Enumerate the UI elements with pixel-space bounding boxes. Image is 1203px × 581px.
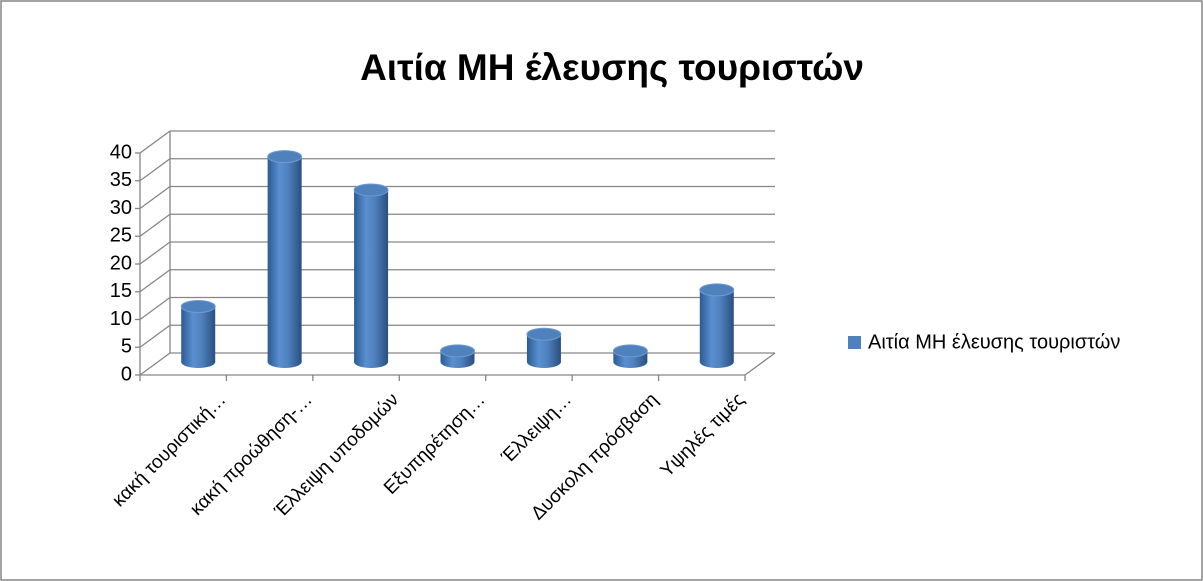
grid-line-side xyxy=(139,241,171,265)
cylinder xyxy=(180,300,216,368)
cylinder xyxy=(526,327,562,368)
y-tick-label: 20 xyxy=(110,252,132,274)
grid-line-side xyxy=(139,158,171,182)
y-tick-label: 0 xyxy=(121,363,132,385)
cylinder-top xyxy=(699,283,735,297)
cylinder-top xyxy=(440,344,475,358)
grid-line-side xyxy=(139,269,171,293)
cylinder xyxy=(699,283,735,368)
cylinder-body xyxy=(354,189,389,362)
cylinder-top xyxy=(180,300,216,313)
cylinder xyxy=(353,183,389,368)
grid-line-side xyxy=(139,352,171,376)
y-tick-label: 10 xyxy=(110,308,132,330)
y-tick-label: 30 xyxy=(110,197,132,219)
grid-line-side xyxy=(139,213,171,237)
legend-swatch xyxy=(848,336,861,349)
cylinder xyxy=(612,344,648,368)
cylinder-top xyxy=(526,327,562,341)
y-tick-label: 40 xyxy=(110,141,132,163)
grid-line-side xyxy=(139,324,171,348)
cylinder-top xyxy=(267,150,303,164)
legend-label: Αιτία ΜΗ έλευσης τουριστών xyxy=(868,331,1120,353)
grid-line-side xyxy=(139,130,171,154)
cylinder-body xyxy=(267,156,302,362)
cylinder-body xyxy=(699,289,734,362)
y-tick-label: 25 xyxy=(110,225,132,247)
cylinder xyxy=(440,344,475,368)
grid-line-side xyxy=(139,185,171,210)
y-tick-label: 35 xyxy=(110,169,132,191)
cylinder-top xyxy=(353,183,389,197)
chart-title: Αιτία ΜΗ έλευσης τουριστών xyxy=(360,47,864,88)
y-tick-label: 15 xyxy=(110,280,132,302)
grid-line-side xyxy=(139,296,171,321)
y-tick-label: 5 xyxy=(121,336,132,358)
floor-right xyxy=(744,352,776,376)
cylinder-body xyxy=(181,306,216,362)
cylinder-top xyxy=(612,344,648,358)
cylinder xyxy=(267,150,303,368)
